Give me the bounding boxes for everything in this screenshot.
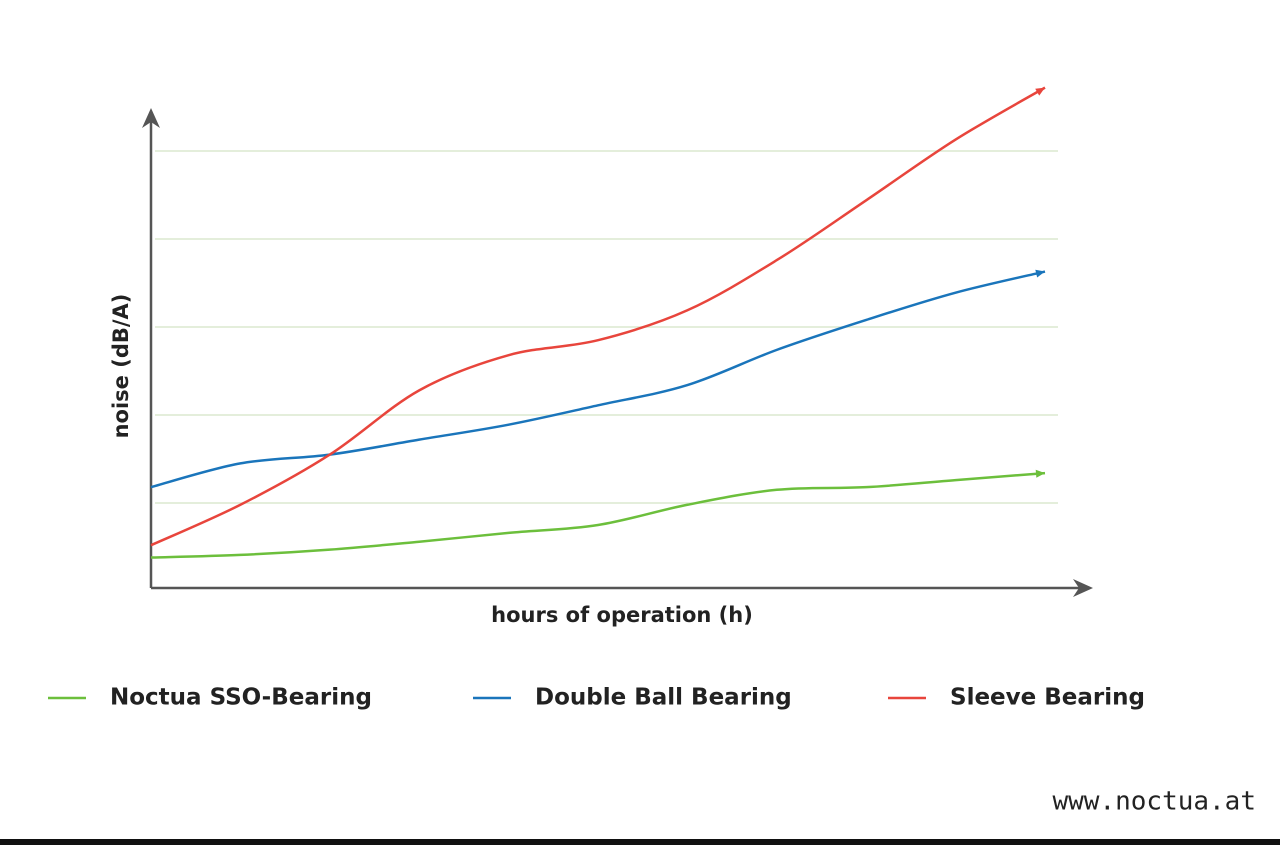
line-arrowhead <box>1035 269 1045 278</box>
legend-label: Noctua SSO-Bearing <box>110 685 372 711</box>
footer-url: www.noctua.at <box>1053 787 1257 817</box>
y-axis-arrow <box>142 108 160 128</box>
x-axis-label: hours of operation (h) <box>491 603 753 627</box>
legend-label: Sleeve Bearing <box>950 685 1145 711</box>
y-axis-label: noise (dB/A) <box>109 294 133 439</box>
x-axis-arrow <box>1073 579 1093 597</box>
legend-label: Double Ball Bearing <box>535 685 792 711</box>
line-arrowhead <box>1035 87 1045 96</box>
series-line <box>150 270 1046 489</box>
bottom-bar <box>0 839 1280 845</box>
line-arrowhead <box>1035 469 1045 478</box>
series-line <box>150 86 1046 547</box>
series-line <box>150 471 1046 559</box>
